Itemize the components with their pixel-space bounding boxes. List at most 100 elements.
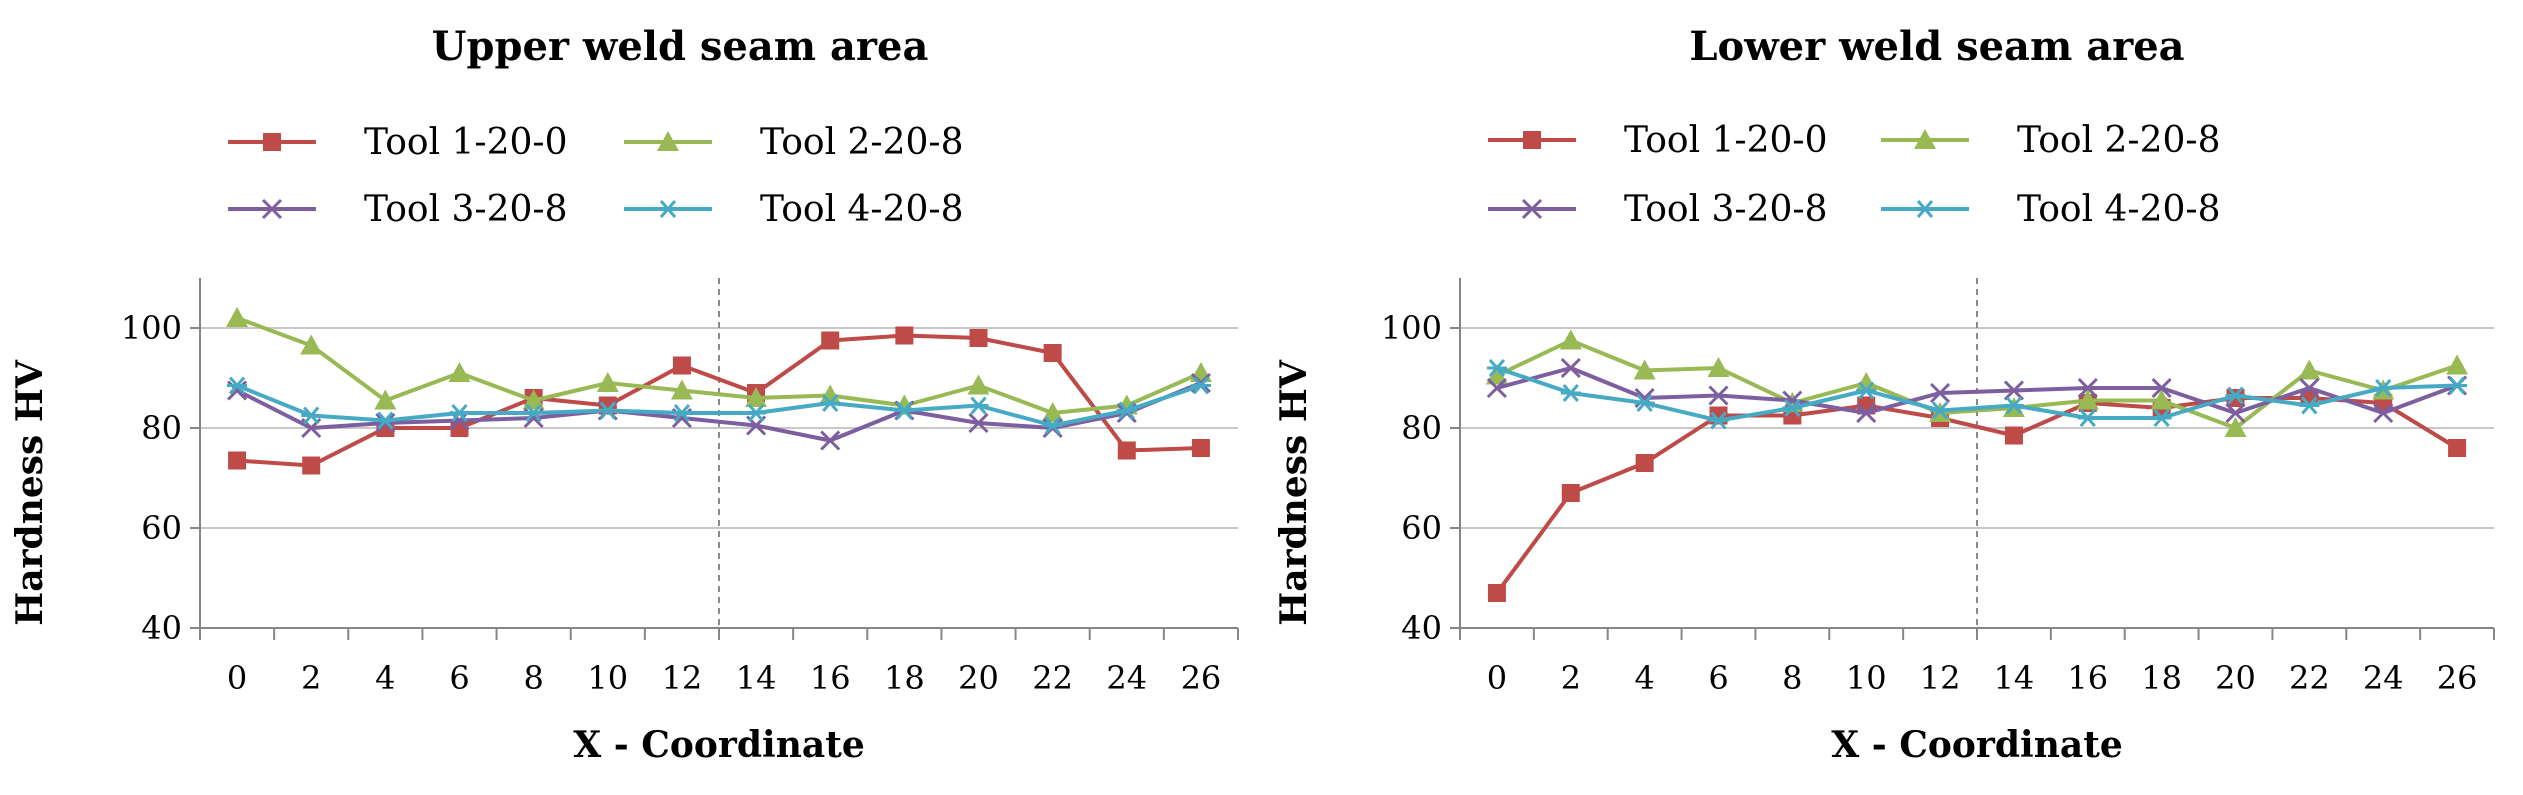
data-point <box>2224 417 2247 437</box>
legend-entry: Tool 3-20-8 <box>1488 189 1827 230</box>
data-point <box>2151 409 2172 427</box>
series-tool-1-20-0 <box>1487 389 2467 602</box>
x-tick-label: 2 <box>1561 659 1581 697</box>
data-point <box>2448 439 2467 457</box>
y-tick-label: 100 <box>121 309 182 347</box>
data-point <box>2299 396 2320 415</box>
x-tick-label: 16 <box>2067 659 2108 697</box>
data-point <box>228 451 247 470</box>
data-point <box>1189 362 1212 382</box>
data-point <box>1042 416 1063 435</box>
x-tick-label: 2 <box>301 659 321 697</box>
data-point <box>672 356 691 375</box>
data-point <box>1190 376 1211 395</box>
x-tick-label: 22 <box>1032 659 1073 697</box>
data-point <box>1559 329 1582 350</box>
data-point <box>374 389 397 410</box>
x-tick-label: 0 <box>227 659 247 697</box>
data-point <box>2225 386 2246 405</box>
data-point <box>1708 385 1729 406</box>
data-point <box>302 456 321 475</box>
series-line <box>1495 396 2459 595</box>
data-point <box>449 404 470 422</box>
legend-entry: Tool 4-20-8 <box>624 189 963 230</box>
x-tick-label: 4 <box>1634 659 1654 697</box>
data-point <box>1930 382 1951 404</box>
x-tick-label: 12 <box>1920 659 1961 697</box>
data-point <box>671 404 692 422</box>
chart-title: Lower weld seam area <box>1689 23 2184 70</box>
data-point <box>1930 401 1951 420</box>
y-axis-title: Hardness HV <box>1273 359 1315 626</box>
x-tick-label: 16 <box>810 659 851 697</box>
series-tool-3-20-8 <box>1486 357 2468 424</box>
data-point <box>820 430 841 451</box>
data-point <box>597 401 618 420</box>
legend-marker <box>1523 131 1541 149</box>
y-axis-title: Hardness HV <box>9 359 51 626</box>
legend-label: Tool 4-20-8 <box>760 189 963 230</box>
legend-marker <box>261 198 283 220</box>
x-axis-title: X - Coordinate <box>573 724 864 766</box>
x-tick-label: 24 <box>2363 659 2404 697</box>
data-point <box>746 404 767 422</box>
data-point <box>2373 379 2394 397</box>
data-point <box>1634 394 1655 412</box>
data-point <box>226 307 249 327</box>
data-point <box>2298 359 2321 380</box>
data-point <box>2446 354 2469 375</box>
series-tool-4-20-8 <box>227 376 1211 435</box>
data-point <box>1707 357 1730 377</box>
y-tick-label: 60 <box>1401 509 1442 547</box>
legend-entry: Tool 2-20-8 <box>624 122 963 163</box>
legend-entry: Tool 3-20-8 <box>228 189 567 230</box>
y-tick-label: 40 <box>1401 609 1442 647</box>
x-tick-label: 26 <box>1181 659 1222 697</box>
legend-label: Tool 1-20-0 <box>364 122 567 163</box>
legend-label: Tool 3-20-8 <box>364 189 567 230</box>
x-tick-label: 8 <box>1782 659 1802 697</box>
series-tool-4-20-8 <box>1486 359 2468 430</box>
series-line <box>1496 366 2458 423</box>
legend-marker <box>657 131 679 151</box>
y-tick-label: 80 <box>141 409 182 447</box>
x-tick-label: 10 <box>1846 659 1887 697</box>
y-tick-label: 40 <box>141 609 182 647</box>
data-point <box>1856 402 1877 424</box>
x-tick-label: 4 <box>375 659 395 697</box>
y-tick-label: 60 <box>141 509 182 547</box>
data-point <box>2003 396 2024 415</box>
data-point <box>1191 439 1210 457</box>
series-line <box>236 333 1201 468</box>
data-point <box>2003 380 2024 401</box>
data-point <box>1485 364 1508 385</box>
legend-entry: Tool 1-20-0 <box>228 122 567 163</box>
x-tick-label: 10 <box>587 659 628 697</box>
legend-entry: Tool 2-20-8 <box>1881 120 2220 161</box>
legend-entry: Tool 4-20-8 <box>1881 189 2220 230</box>
data-point <box>227 376 248 395</box>
data-point <box>967 374 990 395</box>
legend-marker <box>1915 200 1935 218</box>
data-point <box>968 412 989 434</box>
x-axis-title: X - Coordinate <box>1831 724 2122 766</box>
data-point <box>2076 389 2099 410</box>
data-point <box>1116 401 1137 420</box>
data-point <box>596 372 619 392</box>
data-point <box>523 404 544 422</box>
series-line <box>1496 338 2458 430</box>
x-tick-label: 6 <box>1708 659 1728 697</box>
data-point <box>2077 409 2098 427</box>
data-point <box>1560 384 1581 402</box>
x-tick-label: 12 <box>662 659 703 697</box>
data-point <box>448 362 471 382</box>
y-tick-label: 100 <box>1381 309 1442 347</box>
x-tick-label: 22 <box>2289 659 2330 697</box>
legend-entry: Tool 1-20-0 <box>1488 120 1827 161</box>
data-point <box>895 326 914 345</box>
data-point <box>2225 402 2246 424</box>
x-tick-label: 14 <box>736 659 777 697</box>
y-tick-label: 80 <box>1401 409 1442 447</box>
series-line <box>1496 366 2458 415</box>
